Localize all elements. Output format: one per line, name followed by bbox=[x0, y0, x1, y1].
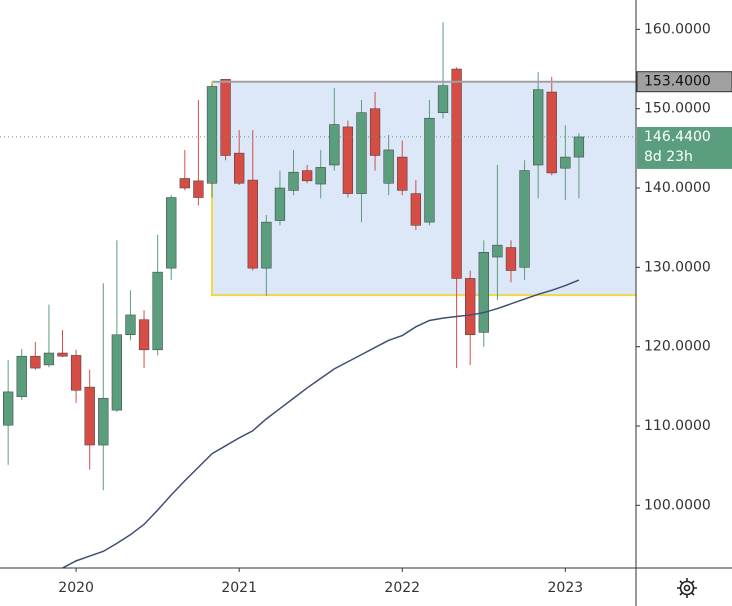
candle-body bbox=[43, 352, 55, 366]
candle-body bbox=[166, 197, 177, 269]
price-label: 153.4000 bbox=[644, 74, 711, 90]
candle-body bbox=[179, 178, 190, 189]
candle-body bbox=[125, 314, 136, 336]
x-tick-label: 2023 bbox=[548, 580, 584, 596]
candle-body bbox=[356, 112, 367, 194]
moving-average bbox=[62, 279, 580, 568]
candle-body bbox=[546, 91, 557, 174]
candle-body bbox=[98, 397, 109, 446]
candle-body bbox=[16, 355, 27, 397]
candle-body bbox=[424, 117, 435, 223]
x-tick-label: 2020 bbox=[58, 580, 94, 596]
price-label-box bbox=[636, 71, 732, 93]
candle-body bbox=[274, 187, 286, 221]
candle-body bbox=[573, 136, 585, 158]
y-tick-label: 110.0000 bbox=[644, 418, 711, 434]
candle-body bbox=[70, 355, 82, 391]
candle-body bbox=[234, 152, 245, 184]
candle-body bbox=[342, 126, 354, 194]
candle-body bbox=[329, 124, 340, 166]
candle-body bbox=[410, 193, 421, 226]
candle-body bbox=[397, 156, 408, 191]
candle-body bbox=[315, 167, 326, 185]
candle-body bbox=[220, 79, 231, 156]
candle-body bbox=[437, 85, 449, 113]
candle-body bbox=[465, 278, 476, 336]
y-tick-label: 140.0000 bbox=[644, 180, 711, 196]
candle-body bbox=[30, 355, 41, 369]
candle-body bbox=[301, 170, 313, 182]
candle-body bbox=[478, 252, 489, 333]
candle-body bbox=[111, 334, 123, 411]
price-label: 146.4400 bbox=[644, 129, 711, 145]
y-tick-label: 150.0000 bbox=[644, 101, 711, 117]
candle-body bbox=[247, 179, 258, 269]
y-tick-label: 130.0000 bbox=[644, 259, 711, 275]
candle-body bbox=[261, 221, 272, 269]
candle-body bbox=[492, 244, 503, 258]
plot-area bbox=[0, 22, 636, 568]
candle-body bbox=[505, 247, 517, 271]
candle-body bbox=[84, 386, 95, 446]
y-tick-label: 120.0000 bbox=[644, 339, 711, 355]
candle-body bbox=[560, 156, 571, 169]
candle-body bbox=[383, 149, 394, 184]
candle-body bbox=[451, 68, 462, 279]
candle-body bbox=[138, 319, 150, 351]
countdown-label: 8d 23h bbox=[644, 149, 693, 165]
y-tick-label: 160.0000 bbox=[644, 21, 711, 37]
candle-body bbox=[288, 171, 299, 191]
candle-body bbox=[206, 86, 218, 184]
y-tick-label: 100.0000 bbox=[644, 497, 711, 513]
price-label-box bbox=[637, 126, 732, 169]
candle-body bbox=[57, 352, 68, 357]
x-tick-label: 2022 bbox=[384, 580, 420, 596]
axes: 100.0000 110.0000 120.0000 130.0000 140.0000… bbox=[58, 21, 732, 596]
candle-body bbox=[193, 180, 204, 198]
candle-body bbox=[3, 391, 14, 426]
candle-body bbox=[519, 170, 530, 268]
candle-body bbox=[369, 108, 381, 156]
candle-body bbox=[152, 271, 163, 351]
settings-icon[interactable] bbox=[677, 578, 697, 598]
x-tick-label: 2021 bbox=[221, 580, 257, 596]
candle-body bbox=[533, 89, 544, 166]
